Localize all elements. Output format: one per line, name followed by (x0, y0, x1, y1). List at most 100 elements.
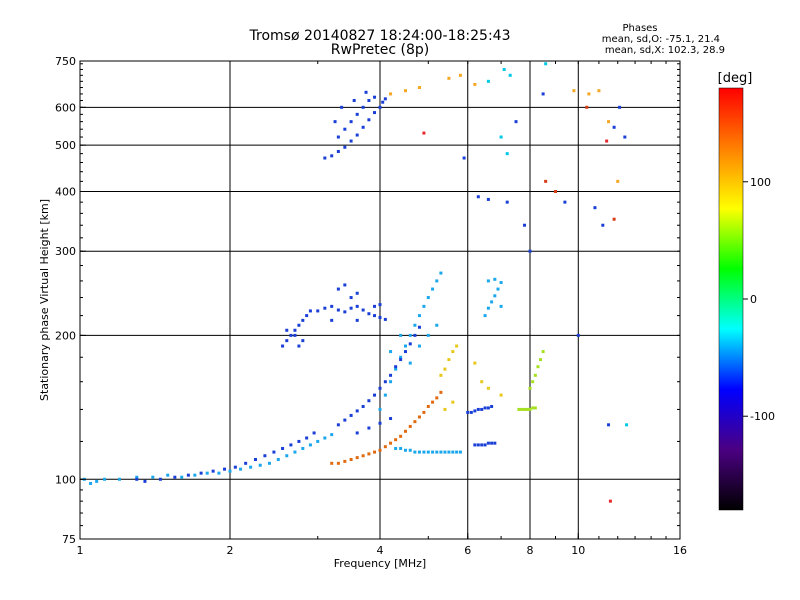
data-point (486, 79, 490, 83)
data-point (355, 291, 359, 295)
data-point (413, 333, 417, 337)
data-point (541, 350, 545, 354)
data-point (316, 439, 320, 443)
data-point (378, 421, 382, 425)
data-point (439, 390, 443, 394)
data-point (263, 454, 267, 458)
data-point (367, 426, 371, 430)
data-point (417, 325, 421, 329)
data-point (389, 350, 393, 354)
data-point (333, 120, 337, 124)
data-point (408, 448, 412, 452)
data-point (520, 407, 524, 411)
data-point (528, 386, 532, 390)
data-point (455, 344, 459, 348)
data-point (435, 450, 439, 454)
data-point (389, 417, 393, 421)
data-point (447, 76, 451, 80)
data-point (612, 217, 616, 221)
data-point (505, 200, 509, 204)
y-tick-label: 100 (55, 473, 76, 486)
colorbar-ticks: 100 0 -100 (743, 176, 775, 423)
data-point (361, 308, 365, 312)
data-point (508, 73, 512, 77)
x-tick-label: 1 (77, 544, 84, 557)
data-point (367, 118, 371, 122)
data-point (417, 314, 421, 318)
data-point (451, 450, 455, 454)
data-point (417, 415, 421, 419)
data-point (301, 446, 305, 450)
data-point (308, 309, 312, 313)
legend-line-x: mean, sd,X: 102.3, 28.9 (605, 45, 725, 56)
data-point (514, 120, 518, 124)
data-point (349, 457, 353, 461)
data-point (244, 461, 248, 465)
data-point (389, 92, 393, 96)
data-point (297, 323, 301, 327)
data-point (408, 342, 412, 346)
data-point (451, 400, 455, 404)
data-point (316, 309, 320, 313)
data-point (483, 406, 487, 410)
data-point (533, 406, 537, 410)
data-point (349, 120, 353, 124)
x-tick-label: 4 (377, 544, 384, 557)
data-point (435, 396, 439, 400)
data-point (373, 450, 377, 454)
data-point (447, 358, 451, 362)
data-point (349, 306, 353, 310)
colorbar-tick-label: -100 (750, 410, 775, 423)
data-point (293, 333, 297, 337)
data-point (486, 386, 490, 390)
data-point (258, 463, 262, 467)
data-point (336, 135, 340, 139)
data-point (403, 429, 407, 433)
data-point (361, 404, 365, 408)
data-point (473, 82, 477, 86)
data-point (378, 303, 382, 307)
data-point (426, 450, 430, 454)
data-point (349, 413, 353, 417)
data-point (330, 461, 334, 465)
data-point (355, 431, 359, 435)
data-point (151, 475, 155, 479)
data-point (355, 456, 359, 460)
data-point (285, 454, 289, 458)
data-point (399, 355, 403, 359)
data-point (383, 317, 387, 321)
data-point (352, 99, 356, 103)
data-point (361, 105, 365, 109)
data-point (531, 406, 535, 410)
data-point (293, 328, 297, 332)
x-tick-label: 16 (673, 544, 687, 557)
data-point (536, 365, 540, 369)
data-point (447, 450, 451, 454)
data-point (217, 471, 221, 475)
data-point (490, 404, 494, 408)
data-point (443, 407, 447, 411)
data-point (480, 380, 484, 384)
legend-title: Phases (622, 23, 657, 34)
data-point (297, 439, 301, 443)
data-point (297, 344, 301, 348)
data-point (103, 477, 107, 481)
data-point (355, 133, 359, 137)
data-point (285, 339, 289, 343)
data-point (408, 333, 412, 337)
data-point (493, 294, 497, 298)
data-point (544, 62, 548, 66)
y-tick-label: 750 (55, 55, 76, 68)
data-point (480, 443, 484, 447)
data-point (239, 467, 243, 471)
data-point (367, 312, 371, 316)
data-point (435, 323, 439, 327)
y-tick-label: 75 (62, 533, 76, 546)
data-point (394, 365, 398, 369)
data-point (502, 67, 506, 71)
data-point (413, 420, 417, 424)
data-point (443, 450, 447, 454)
x-tick-label: 2 (227, 544, 234, 557)
data-point (173, 475, 177, 479)
